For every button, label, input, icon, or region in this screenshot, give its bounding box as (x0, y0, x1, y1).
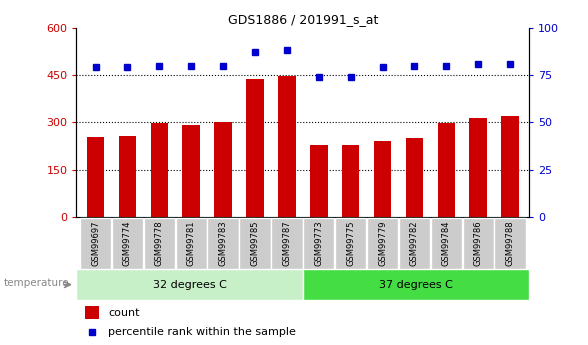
Text: percentile rank within the sample: percentile rank within the sample (108, 327, 296, 337)
Text: GSM99697: GSM99697 (91, 220, 100, 266)
Text: GSM99778: GSM99778 (155, 220, 164, 266)
Text: GSM99785: GSM99785 (250, 220, 259, 266)
Bar (215, 122, 232, 217)
Bar (87, 137, 104, 217)
FancyBboxPatch shape (239, 218, 270, 268)
Text: GSM99787: GSM99787 (282, 220, 292, 266)
Text: 37 degrees C: 37 degrees C (379, 280, 453, 289)
Text: GSM99788: GSM99788 (506, 220, 514, 266)
Text: GSM99783: GSM99783 (219, 220, 228, 266)
Bar (85, 306, 99, 319)
FancyBboxPatch shape (80, 218, 111, 268)
FancyBboxPatch shape (271, 218, 302, 268)
Bar (502, 116, 519, 217)
Text: GSM99786: GSM99786 (474, 220, 483, 266)
Text: GSM99782: GSM99782 (410, 220, 419, 266)
Bar (303, 269, 529, 300)
Bar (469, 118, 487, 217)
Title: GDS1886 / 201991_s_at: GDS1886 / 201991_s_at (228, 13, 378, 27)
Bar (76, 269, 303, 300)
Text: GSM99775: GSM99775 (346, 220, 355, 266)
Text: GSM99779: GSM99779 (378, 220, 387, 266)
Bar (182, 125, 200, 217)
FancyBboxPatch shape (208, 218, 239, 268)
Text: count: count (108, 308, 139, 317)
FancyBboxPatch shape (176, 218, 207, 268)
FancyBboxPatch shape (463, 218, 494, 268)
FancyBboxPatch shape (399, 218, 430, 268)
Text: GSM99774: GSM99774 (123, 220, 132, 266)
Text: 32 degrees C: 32 degrees C (153, 280, 226, 289)
Bar (278, 76, 296, 217)
FancyBboxPatch shape (303, 218, 335, 268)
FancyBboxPatch shape (430, 218, 462, 268)
FancyBboxPatch shape (367, 218, 398, 268)
Bar (406, 138, 423, 217)
Text: GSM99781: GSM99781 (187, 220, 196, 266)
FancyBboxPatch shape (335, 218, 366, 268)
FancyBboxPatch shape (112, 218, 143, 268)
Text: GSM99784: GSM99784 (442, 220, 451, 266)
FancyBboxPatch shape (495, 218, 526, 268)
Bar (119, 136, 136, 217)
Bar (151, 124, 168, 217)
Bar (310, 145, 328, 217)
FancyBboxPatch shape (143, 218, 175, 268)
Text: GSM99773: GSM99773 (314, 220, 323, 266)
Bar (374, 141, 391, 217)
Bar (437, 123, 455, 217)
Text: temperature: temperature (4, 278, 69, 288)
Bar (246, 79, 264, 217)
Bar (342, 145, 359, 217)
